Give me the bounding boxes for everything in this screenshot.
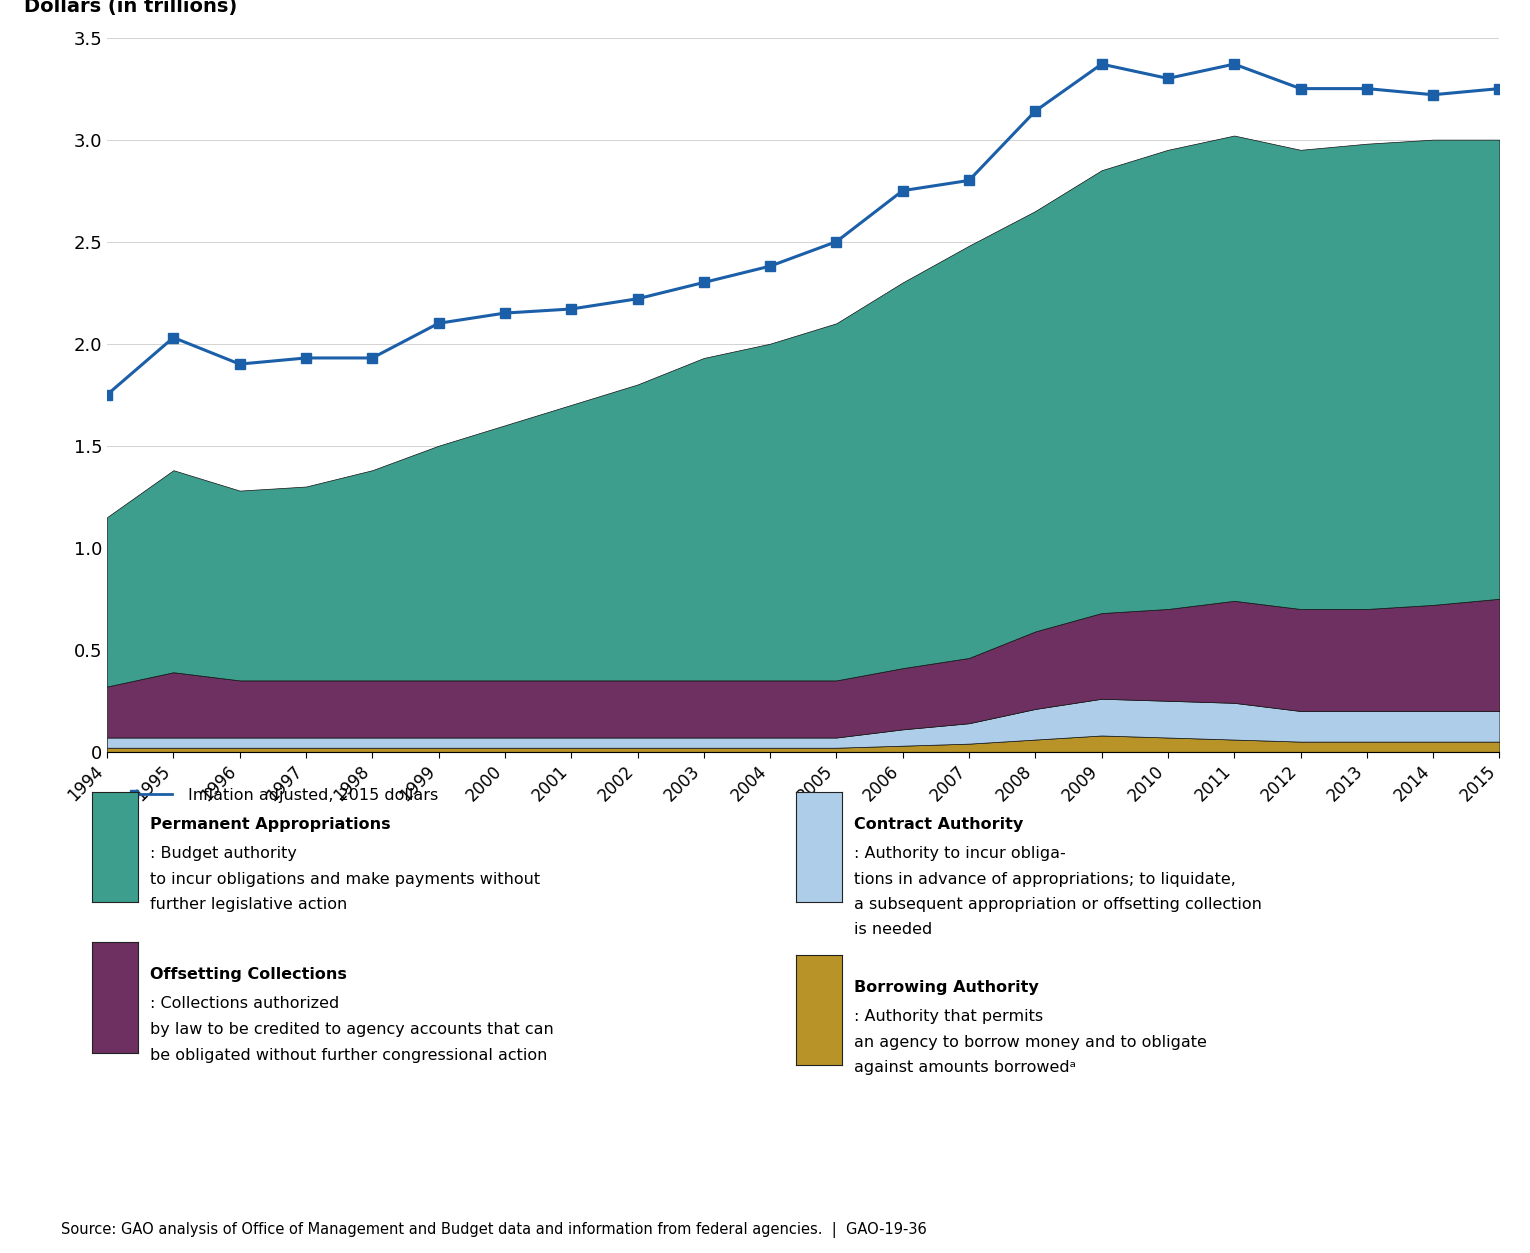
Text: a subsequent appropriation or offsetting collection: a subsequent appropriation or offsetting… xyxy=(854,897,1262,912)
Text: Permanent Appropriations: Permanent Appropriations xyxy=(150,817,390,832)
Text: be obligated without further congressional action: be obligated without further congression… xyxy=(150,1048,548,1063)
Text: Inflation adjusted, 2015 dollars: Inflation adjusted, 2015 dollars xyxy=(188,788,439,803)
Text: by law to be credited to agency accounts that can: by law to be credited to agency accounts… xyxy=(150,1022,554,1037)
Text: Source: GAO analysis of Office of Management and Budget data and information fro: Source: GAO analysis of Office of Manage… xyxy=(61,1222,927,1238)
Text: Dollars (in trillions): Dollars (in trillions) xyxy=(23,0,237,16)
Text: Borrowing Authority: Borrowing Authority xyxy=(854,980,1039,995)
Text: is needed: is needed xyxy=(854,922,932,937)
Text: : Authority to incur obliga-: : Authority to incur obliga- xyxy=(854,846,1065,861)
Text: tions in advance of appropriations; to liquidate,: tions in advance of appropriations; to l… xyxy=(854,872,1236,887)
Text: : Collections authorized: : Collections authorized xyxy=(150,996,340,1011)
Text: to incur obligations and make payments without: to incur obligations and make payments w… xyxy=(150,872,540,887)
Text: an agency to borrow money and to obligate: an agency to borrow money and to obligat… xyxy=(854,1035,1207,1050)
Text: against amounts borrowedᵃ: against amounts borrowedᵃ xyxy=(854,1060,1076,1075)
Text: : Budget authority: : Budget authority xyxy=(150,846,297,861)
Text: Offsetting Collections: Offsetting Collections xyxy=(150,967,347,982)
Text: Contract Authority: Contract Authority xyxy=(854,817,1024,832)
Text: further legislative action: further legislative action xyxy=(150,897,347,912)
Text: : Authority that permits: : Authority that permits xyxy=(854,1009,1043,1024)
